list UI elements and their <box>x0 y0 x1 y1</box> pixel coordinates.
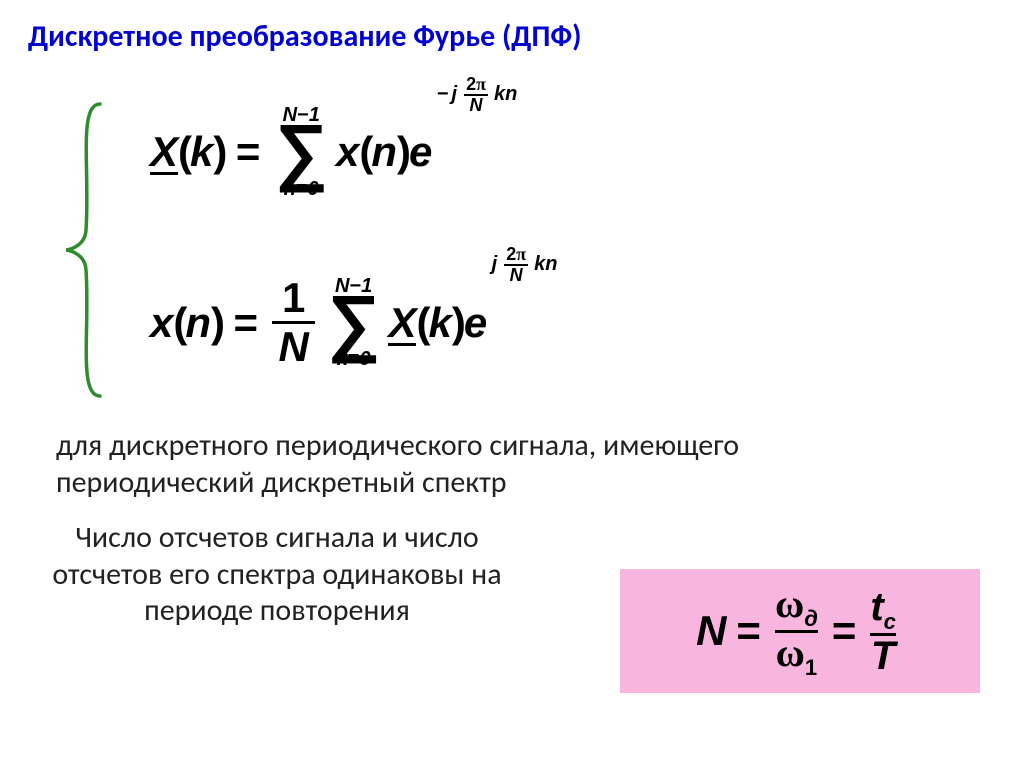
brace-icon <box>60 100 110 400</box>
page-title: Дискретное преобразование Фурье (ДПФ) <box>28 18 581 55</box>
x-upper-underlined: X <box>388 305 416 347</box>
fraction-1-over-n: 1 N <box>272 275 314 370</box>
description-text-2: Число отсчетов сигнала и число отсчетов … <box>52 520 502 630</box>
fraction-2pi-over-n: 2π N <box>464 75 488 115</box>
equation-inverse-dft: x(n) = 1 N N−1 ∑ k=0 X(k)e j 2π N kn <box>150 275 557 370</box>
fraction-tc-over-t: tc T <box>870 587 896 676</box>
x-upper-underlined: X <box>150 134 178 176</box>
n-definition-box: N = ωд ω1 = tc T <box>620 569 980 693</box>
fraction-2pi-over-n: 2π N <box>504 245 528 285</box>
sum-block: N−1 ∑ k=0 <box>327 276 380 370</box>
sigma-icon: ∑ <box>327 294 380 350</box>
fraction-omega: ωд ω1 <box>775 584 818 679</box>
formula-group: X(k) = N−1 ∑ n=0 x(n)e − j 2π N kn x(n) <box>70 70 870 410</box>
description-text-1: для дискретного периодического сигнала, … <box>56 428 816 501</box>
sum-block: N−1 ∑ n=0 <box>275 105 328 199</box>
sigma-icon: ∑ <box>275 123 328 179</box>
equation-forward-dft: X(k) = N−1 ∑ n=0 x(n)e − j 2π N kn <box>150 105 517 199</box>
